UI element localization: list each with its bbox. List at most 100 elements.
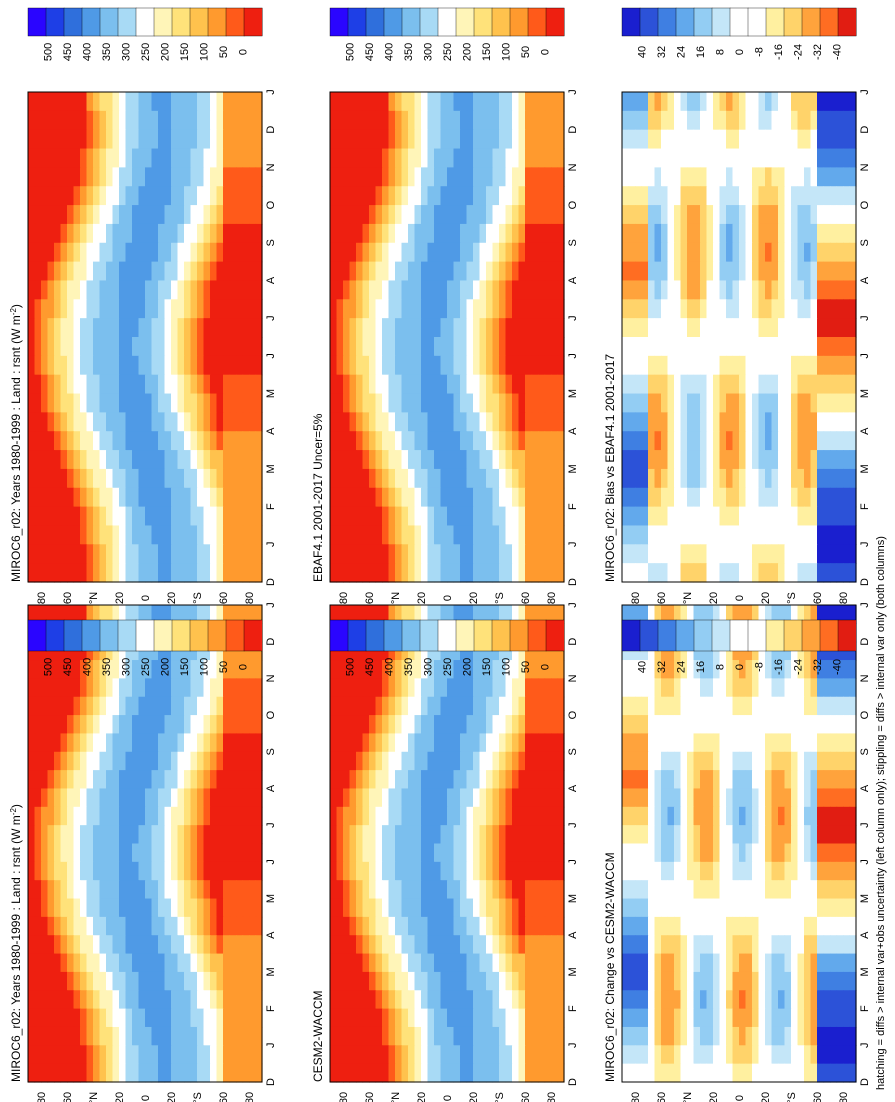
heat-cell — [369, 92, 377, 112]
heat-cell — [41, 990, 49, 1010]
heat-cell — [531, 696, 539, 716]
heat-cell — [544, 506, 552, 527]
panel-title: MIROC6_r02: Bias vs EBAF4.1 2001-2017 — [603, 354, 617, 582]
heat-cell — [375, 186, 383, 206]
heat-cell — [86, 487, 94, 508]
heat-cell — [466, 242, 474, 263]
heat-cell — [223, 825, 231, 845]
lat-tick-label: °N — [390, 1092, 402, 1102]
heat-cell — [223, 953, 231, 973]
heat-cell — [726, 337, 734, 357]
heat-cell — [336, 861, 344, 881]
heat-cell — [778, 205, 786, 225]
heat-cell — [369, 788, 377, 808]
heat-cell — [843, 393, 851, 413]
heat-cell — [414, 806, 422, 826]
colorbar-swatch — [675, 7, 695, 37]
heat-cell — [531, 1008, 539, 1028]
heat-cell — [525, 337, 533, 357]
heat-cell — [434, 299, 442, 319]
heat-cell — [197, 563, 205, 583]
heat-cell — [54, 898, 62, 918]
heat-cell — [86, 563, 94, 583]
heat-cell — [849, 374, 857, 395]
heat-cell — [538, 751, 546, 771]
heat-cell — [784, 129, 792, 150]
heat-cell — [719, 110, 727, 131]
heat-cell — [112, 788, 120, 808]
heat-cell — [486, 205, 494, 225]
heat-cell — [687, 431, 695, 451]
heat-cell — [512, 971, 520, 991]
heat-cell — [151, 148, 159, 168]
lat-tick-label: 60 — [520, 1092, 532, 1102]
heat-cell — [525, 318, 533, 338]
heat-cell — [447, 129, 455, 150]
heat-cell — [421, 186, 429, 206]
heat-cell — [732, 393, 740, 413]
heat-cell — [453, 678, 461, 698]
heat-cell — [726, 487, 734, 508]
heat-cell — [125, 148, 133, 168]
heat-cell — [512, 110, 520, 131]
heat-cell — [190, 825, 198, 845]
heat-cell — [119, 167, 127, 187]
heat-cell — [771, 92, 779, 112]
heat-cell — [41, 431, 49, 451]
heat-cell — [73, 898, 81, 918]
heat-cell — [343, 148, 351, 168]
heat-cell — [125, 733, 133, 753]
heat-cell — [395, 487, 403, 508]
heat-cell — [210, 806, 218, 826]
month-tick-label: O — [265, 710, 277, 719]
heat-cell — [242, 660, 250, 679]
heat-cell — [164, 715, 172, 735]
heat-cell — [512, 318, 520, 338]
heat-cell — [60, 355, 68, 376]
heat-cell — [726, 205, 734, 225]
heat-cell — [203, 299, 211, 319]
heat-cell — [706, 450, 714, 470]
heat-cell — [132, 1063, 140, 1083]
heat-cell — [466, 92, 474, 112]
heat-cell — [434, 696, 442, 716]
heat-cell — [810, 110, 818, 131]
heat-cell — [229, 806, 237, 826]
heat-cell — [823, 205, 831, 225]
heat-cell — [447, 678, 455, 698]
heat-cell — [791, 110, 799, 131]
heat-cell — [242, 916, 250, 936]
heat-cell — [242, 563, 250, 583]
heat-cell — [369, 431, 377, 451]
heat-cell — [791, 355, 799, 376]
heat-cell — [667, 605, 675, 624]
heat-cell — [112, 129, 120, 150]
heat-cell — [817, 450, 825, 470]
heat-cell — [73, 935, 81, 955]
heat-cell — [434, 129, 442, 150]
heat-cell — [336, 506, 344, 527]
heat-cell — [823, 506, 831, 527]
heat-cell — [349, 129, 357, 150]
heat-cell — [823, 242, 831, 263]
heat-cell — [125, 1008, 133, 1028]
heat-cell — [726, 129, 734, 150]
heat-cell — [440, 393, 448, 413]
heat-cell — [349, 715, 357, 735]
heat-cell — [784, 468, 792, 489]
heat-cell — [119, 880, 127, 900]
heat-cell — [440, 806, 448, 826]
heat-cell — [242, 898, 250, 918]
heat-cell — [414, 751, 422, 771]
heat-cell — [223, 261, 231, 282]
heat-cell — [369, 261, 377, 282]
heat-cell — [440, 971, 448, 991]
heat-cell — [836, 280, 844, 300]
heat-cell — [86, 935, 94, 955]
heat-cell — [434, 506, 442, 527]
heat-cell — [164, 280, 172, 300]
heat-cell — [158, 898, 166, 918]
heat-cell — [184, 223, 192, 244]
heat-cell — [434, 223, 442, 244]
heat-cell — [505, 1045, 513, 1065]
